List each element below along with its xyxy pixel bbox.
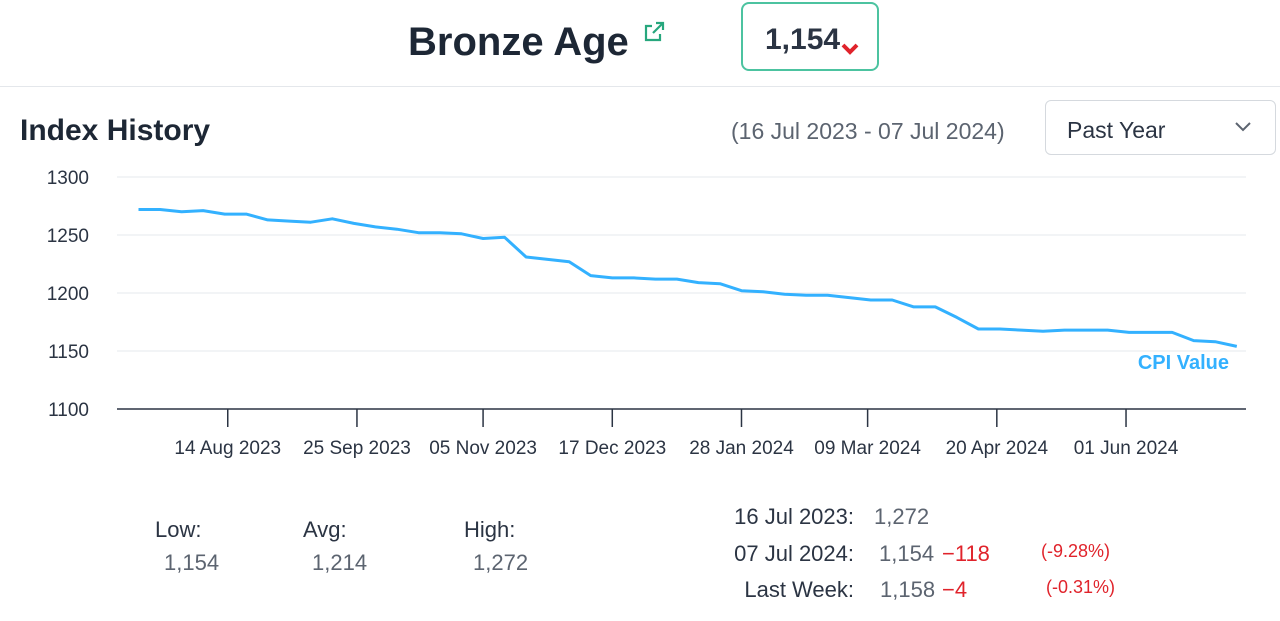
avg-value: 1,214 xyxy=(312,550,368,575)
y-tick-label: 1200 xyxy=(47,284,89,305)
page-title: Bronze Age xyxy=(408,20,629,64)
x-tick-label: 17 Dec 2023 xyxy=(558,438,666,459)
last-week-label: Last Week: xyxy=(744,577,854,602)
chevron-down-icon xyxy=(1235,122,1251,132)
y-tick-label: 1250 xyxy=(47,226,89,247)
index-history-chart: 1300 1250 1200 1150 1100 14 Aug 2023 25 Sep 2… xyxy=(47,168,1246,459)
last-week-change-percent: (-0.31%) xyxy=(1046,577,1116,597)
y-tick-label: 1300 xyxy=(47,168,89,189)
period-dropdown-value: Past Year xyxy=(1067,117,1166,143)
avg-label: Avg: xyxy=(303,517,347,542)
end-date-label: 07 Jul 2024: xyxy=(734,541,854,566)
external-link-icon[interactable] xyxy=(642,20,666,44)
x-tick-label: 20 Apr 2024 xyxy=(946,438,1049,459)
index-history-title: Index History xyxy=(20,114,211,147)
x-tick-label: 09 Mar 2024 xyxy=(814,438,921,459)
series-label: CPI Value xyxy=(1138,352,1229,374)
y-tick-label: 1100 xyxy=(48,400,89,421)
period-dropdown[interactable]: Past Year xyxy=(1045,100,1276,155)
y-axis: 1300 1250 1200 1150 1100 xyxy=(47,168,89,421)
start-value: 1,272 xyxy=(874,504,930,529)
end-change-percent: (-9.28%) xyxy=(1041,541,1111,561)
current-value: 1,154 xyxy=(765,23,841,56)
chart-series xyxy=(138,208,1238,348)
chart-grid xyxy=(117,176,1246,352)
x-tick-label: 14 Aug 2023 xyxy=(174,438,281,459)
x-tick-label: 28 Jan 2024 xyxy=(689,438,794,459)
date-range: (16 Jul 2023 - 07 Jul 2024) xyxy=(731,118,1005,144)
high-value: 1,272 xyxy=(473,550,529,575)
x-axis: 14 Aug 2023 25 Sep 2023 05 Nov 2023 17 Dec … xyxy=(117,408,1246,459)
end-value: 1,154 xyxy=(879,541,935,566)
last-week-value: 1,158 xyxy=(880,577,936,602)
start-date-label: 16 Jul 2023: xyxy=(734,504,854,529)
high-label: High: xyxy=(464,517,516,542)
low-label: Low: xyxy=(155,517,202,542)
last-week-change: −4 xyxy=(942,577,968,602)
low-value: 1,154 xyxy=(164,550,220,575)
current-value-badge: 1,154 xyxy=(741,2,879,71)
x-tick-label: 01 Jun 2024 xyxy=(1074,438,1179,459)
y-tick-label: 1150 xyxy=(48,342,89,363)
end-change: −118 xyxy=(942,541,990,566)
x-tick-label: 25 Sep 2023 xyxy=(303,438,411,459)
x-tick-label: 05 Nov 2023 xyxy=(429,438,537,459)
series-line-cpi-value xyxy=(138,208,1238,348)
page-header: Bronze Age 1,154 xyxy=(0,0,1280,87)
chevron-down-icon xyxy=(841,43,859,55)
